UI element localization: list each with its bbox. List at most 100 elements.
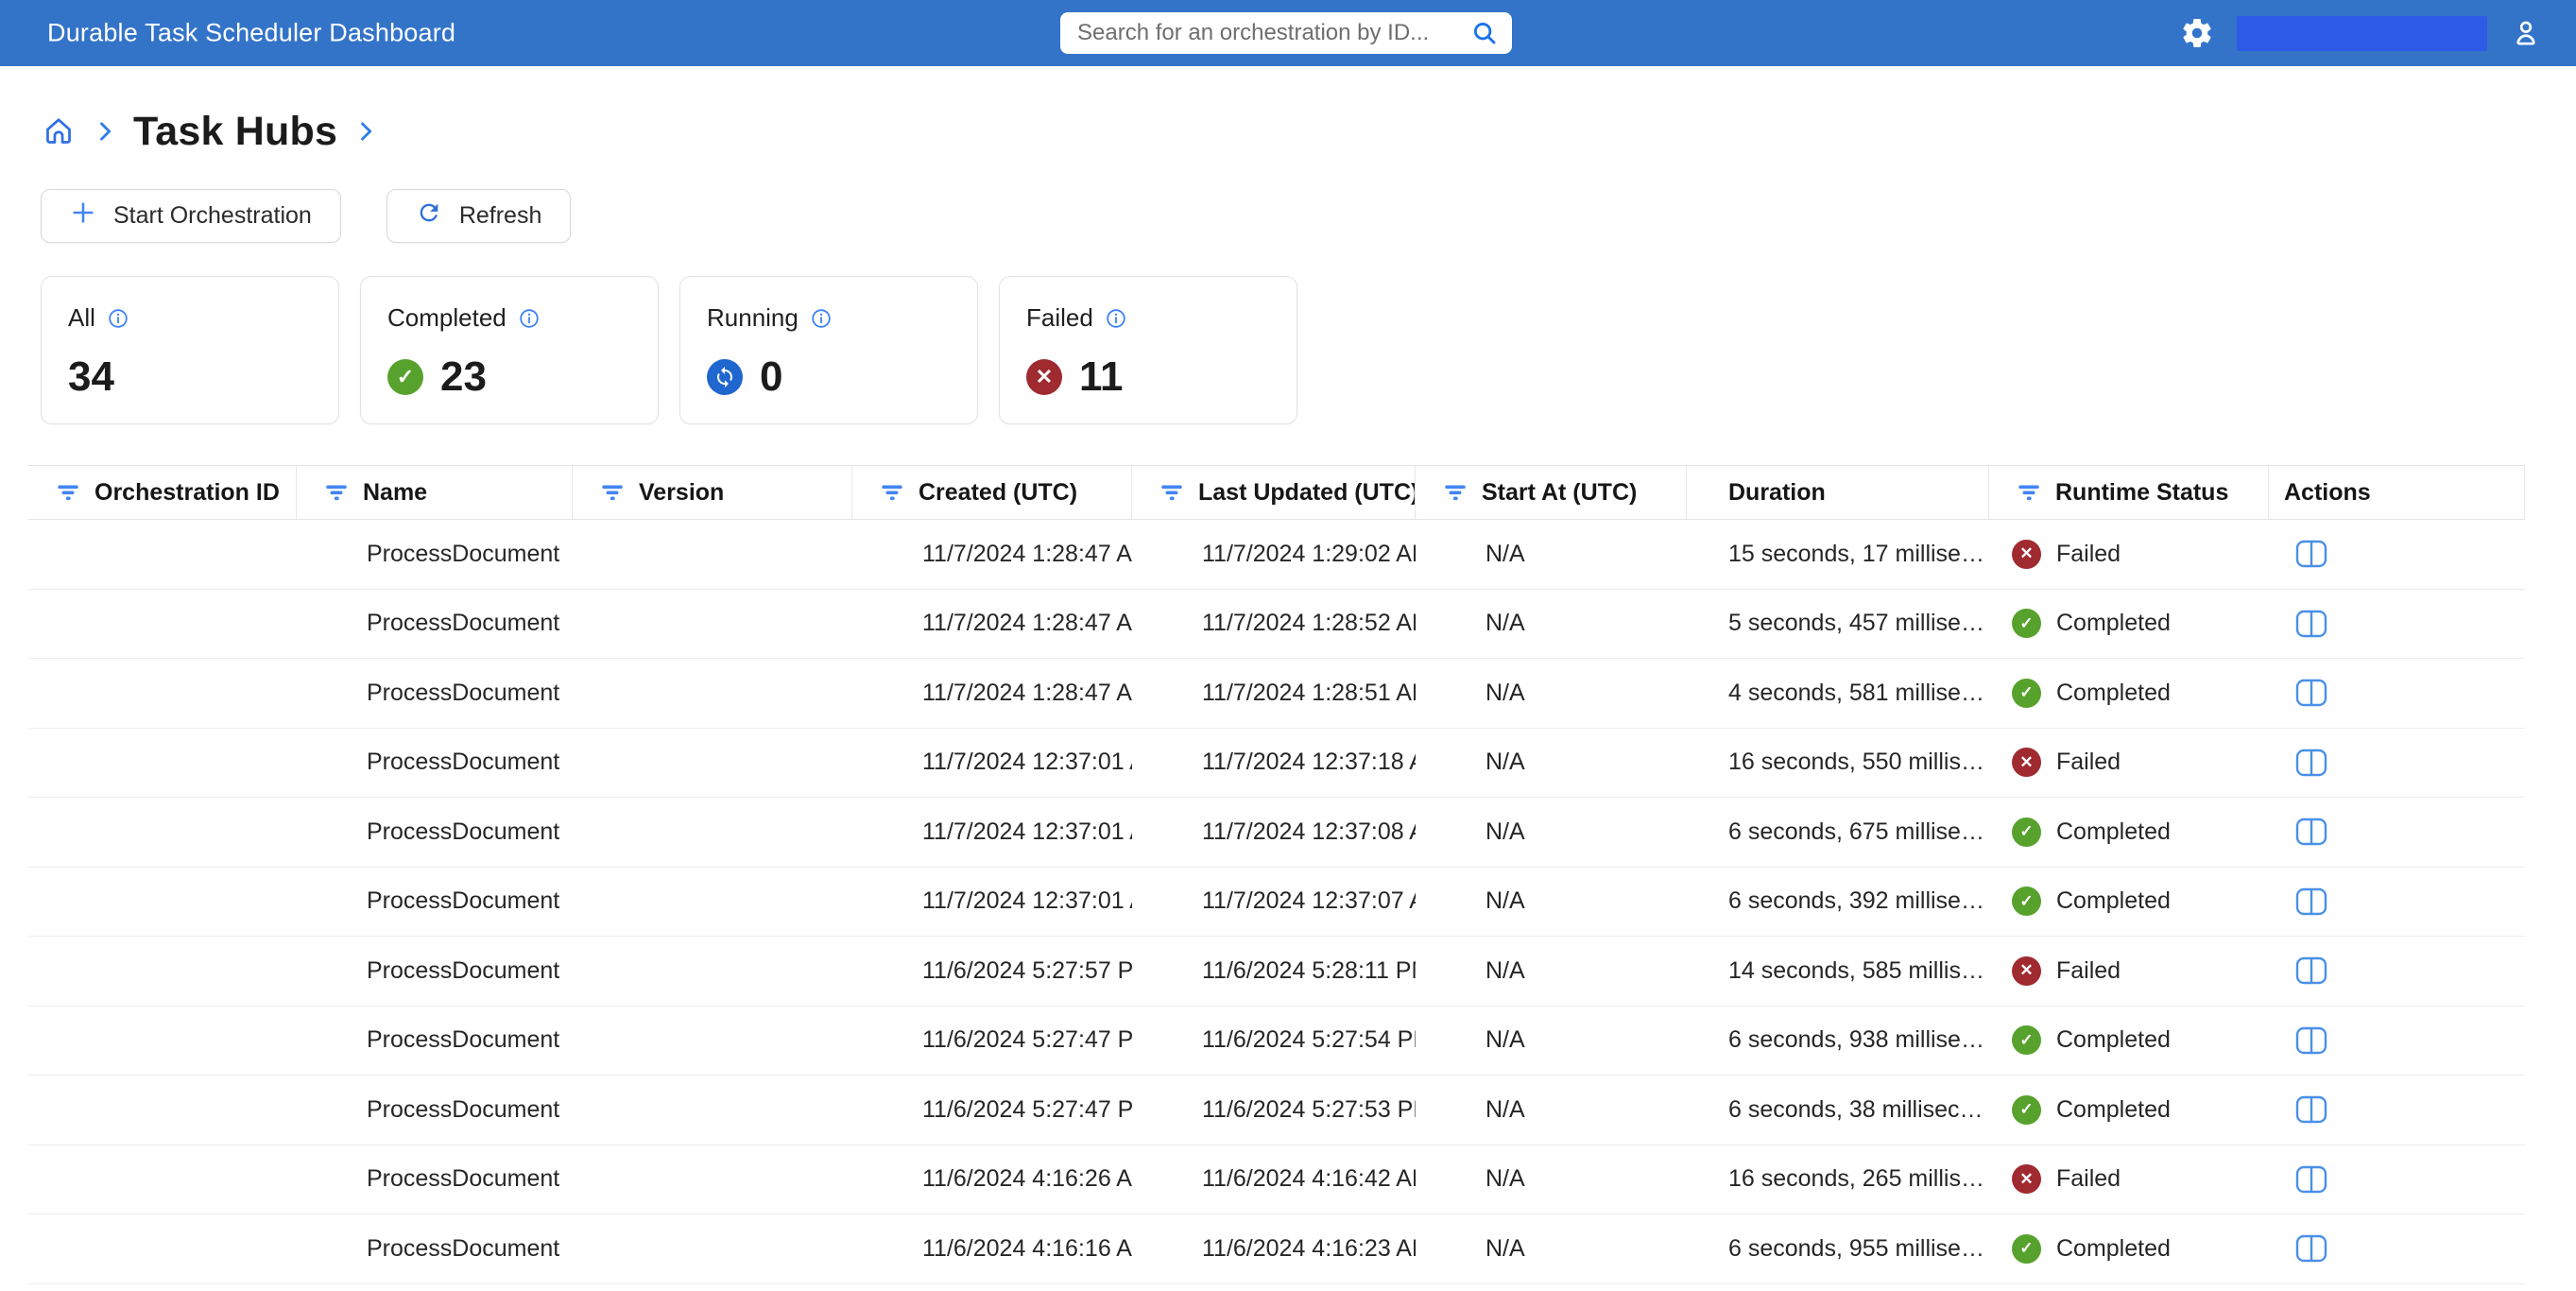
cell-created: 11/7/2024 12:37:01 AM: [922, 749, 1132, 776]
filter-icon[interactable]: [2016, 480, 2042, 505]
cell-duration: 14 seconds, 585 millis…: [1728, 956, 1984, 984]
column-header-name[interactable]: Name: [297, 466, 573, 519]
cell-orchestration-id[interactable]: [28, 520, 297, 589]
split-panel-icon[interactable]: [2295, 1165, 2327, 1194]
table-row[interactable]: ProcessDocument 11/7/2024 1:28:47 AM 11/…: [28, 520, 2525, 590]
cell-version: [573, 1214, 852, 1283]
cell-orchestration-id[interactable]: [28, 590, 297, 659]
gear-icon[interactable]: [2180, 16, 2214, 50]
summary-card-completed[interactable]: Completed ✓ 23: [360, 276, 659, 424]
summary-card-failed[interactable]: Failed ✕ 11: [999, 276, 1297, 424]
runtime-status-badge: ✓ Completed: [1989, 1007, 2269, 1076]
table-row[interactable]: ProcessDocument 11/6/2024 4:16:26 AM 11/…: [28, 1145, 2525, 1214]
column-header-version[interactable]: Version: [573, 466, 852, 519]
info-icon[interactable]: [1105, 307, 1127, 330]
cell-orchestration-id[interactable]: [28, 1076, 297, 1145]
cell-duration: 6 seconds, 392 millise…: [1728, 887, 1984, 915]
filter-icon[interactable]: [599, 480, 626, 505]
cell-actions: [2269, 729, 2525, 798]
cell-orchestration-id[interactable]: [28, 1145, 297, 1214]
table-row[interactable]: ProcessDocument 11/7/2024 1:28:47 AM 11/…: [28, 590, 2525, 659]
status-label: Completed: [2056, 1095, 2171, 1123]
status-label: Failed: [2056, 1165, 2121, 1193]
split-panel-icon[interactable]: [2295, 887, 2327, 916]
search-icon[interactable]: [1470, 19, 1499, 47]
cell-duration: 15 seconds, 17 millise…: [1728, 540, 1984, 567]
runtime-status-badge: ✓ Completed: [1989, 868, 2269, 937]
filter-icon[interactable]: [323, 480, 350, 505]
split-panel-icon[interactable]: [2295, 610, 2327, 638]
cell-duration: 16 seconds, 550 millis…: [1728, 749, 1984, 776]
chevron-right-icon: [92, 118, 118, 145]
cell-version: [573, 659, 852, 728]
orchestrations-table: Orchestration ID Name Version: [28, 465, 2525, 1284]
cell-orchestration-id[interactable]: [28, 937, 297, 1006]
table-row[interactable]: ProcessDocument 11/6/2024 5:27:47 PM 11/…: [28, 1076, 2525, 1145]
split-panel-icon[interactable]: [2295, 1026, 2327, 1055]
table-row[interactable]: ProcessDocument 11/6/2024 5:27:47 PM 11/…: [28, 1007, 2525, 1076]
runtime-status-badge: ✓ Completed: [1989, 1076, 2269, 1145]
table-row[interactable]: ProcessDocument 11/7/2024 12:37:01 AM 11…: [28, 729, 2525, 798]
cell-created: 11/7/2024 12:37:01 AM: [922, 818, 1132, 845]
column-header-duration: Duration: [1687, 466, 1989, 519]
summary-card-all[interactable]: All 34: [41, 276, 339, 424]
column-header-actions: Actions: [2269, 466, 2525, 519]
info-icon[interactable]: [810, 307, 833, 330]
column-header-runtime-status[interactable]: Runtime Status: [1989, 466, 2269, 519]
summary-card-running[interactable]: Running 0: [679, 276, 978, 424]
person-icon[interactable]: [2510, 17, 2542, 49]
home-icon[interactable]: [41, 113, 77, 149]
split-panel-icon[interactable]: [2295, 749, 2327, 777]
card-value: 34: [68, 353, 114, 400]
cell-version: [573, 520, 852, 589]
cell-actions: [2269, 1076, 2525, 1145]
table-row[interactable]: ProcessDocument 11/6/2024 4:16:16 AM 11/…: [28, 1214, 2525, 1284]
table-row[interactable]: ProcessDocument 11/6/2024 5:27:57 PM 11/…: [28, 937, 2525, 1007]
refresh-button[interactable]: Refresh: [386, 189, 572, 243]
split-panel-icon[interactable]: [2295, 679, 2327, 707]
table-row[interactable]: ProcessDocument 11/7/2024 1:28:47 AM 11/…: [28, 659, 2525, 729]
cell-start-at: N/A: [1485, 679, 1525, 706]
filter-icon[interactable]: [55, 480, 81, 505]
column-header-last-updated-utc-[interactable]: Last Updated (UTC): [1132, 466, 1416, 519]
cell-duration: 6 seconds, 938 millise…: [1728, 1026, 1984, 1054]
column-header-orchestration-id[interactable]: Orchestration ID: [28, 466, 297, 519]
cell-start-at: N/A: [1485, 956, 1525, 984]
filter-icon[interactable]: [1442, 480, 1468, 505]
column-header-start-at-utc-[interactable]: Start At (UTC): [1416, 466, 1687, 519]
runtime-status-badge: ✓ Completed: [1989, 1214, 2269, 1283]
filter-icon[interactable]: [1159, 480, 1185, 505]
search-input[interactable]: [1077, 20, 1463, 46]
split-panel-icon[interactable]: [2295, 1095, 2327, 1124]
table-row[interactable]: ProcessDocument 11/7/2024 12:37:01 AM 11…: [28, 798, 2525, 868]
cell-last-updated: 11/7/2024 12:37:08 AM: [1202, 818, 1416, 845]
chevron-right-icon[interactable]: [352, 118, 379, 145]
cell-orchestration-id[interactable]: [28, 1007, 297, 1076]
table-row[interactable]: ProcessDocument 11/7/2024 12:37:01 AM 11…: [28, 868, 2525, 937]
start-orchestration-button[interactable]: Start Orchestration: [41, 189, 341, 243]
status-icon: ✓: [2012, 886, 2041, 917]
runtime-status-badge: ✕ Failed: [1989, 1145, 2269, 1214]
info-icon[interactable]: [107, 307, 129, 330]
split-panel-icon[interactable]: [2295, 540, 2327, 568]
cell-orchestration-id[interactable]: [28, 798, 297, 867]
table-body: ProcessDocument 11/7/2024 1:28:47 AM 11/…: [28, 520, 2525, 1284]
card-label: Completed: [387, 303, 507, 332]
topbar-right-controls: [2180, 0, 2542, 66]
cell-orchestration-id[interactable]: [28, 729, 297, 798]
cell-orchestration-id[interactable]: [28, 659, 297, 728]
filter-icon[interactable]: [879, 480, 905, 505]
orchestration-search[interactable]: [1060, 12, 1512, 54]
info-icon[interactable]: [518, 307, 541, 330]
cell-orchestration-id[interactable]: [28, 1214, 297, 1283]
column-header-created-utc-[interactable]: Created (UTC): [852, 466, 1132, 519]
split-panel-icon[interactable]: [2295, 956, 2327, 985]
split-panel-icon[interactable]: [2295, 1234, 2327, 1263]
cell-orchestration-id[interactable]: [28, 868, 297, 937]
cell-last-updated: 11/6/2024 5:28:11 PM: [1202, 956, 1416, 984]
card-label: All: [68, 303, 95, 332]
card-value: 11: [1079, 353, 1124, 400]
x-circle-icon: ✕: [1026, 359, 1062, 395]
split-panel-icon[interactable]: [2295, 818, 2327, 846]
status-icon: ✕: [2012, 1164, 2041, 1195]
